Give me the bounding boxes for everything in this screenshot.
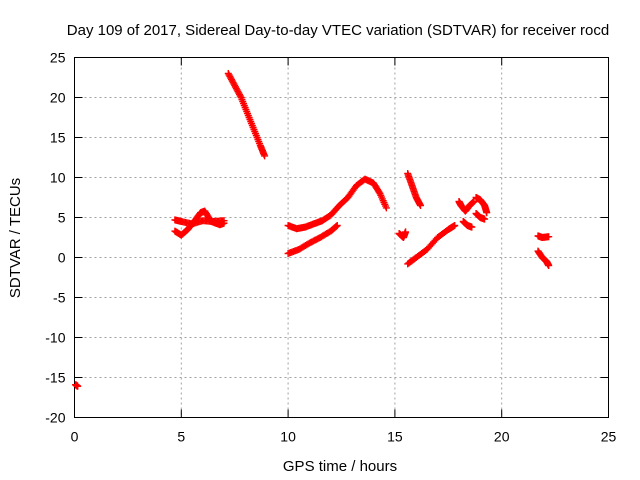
x-tick-label: 10: [280, 429, 296, 445]
data-point: [483, 209, 491, 217]
y-tick-label: -20: [45, 410, 65, 426]
y-tick-label: 10: [50, 170, 66, 186]
data-point: [375, 188, 383, 196]
data-point: [74, 382, 82, 390]
x-tick-label: 5: [177, 429, 185, 445]
data-point: [468, 223, 476, 231]
y-tick-label: -5: [53, 290, 66, 306]
y-tick-label: 25: [50, 50, 66, 66]
x-tick-label: 25: [601, 429, 617, 445]
x-tick-label: 0: [71, 429, 79, 445]
y-tick-label: 5: [58, 210, 66, 226]
data-point: [451, 222, 459, 229]
x-axis-label: GPS time / hours: [283, 458, 397, 475]
plot-frame: [74, 57, 609, 418]
data-point: [481, 215, 489, 223]
x-tick-label: 20: [494, 429, 510, 445]
data-point: [333, 222, 341, 229]
data-point: [382, 204, 390, 212]
chart-title: Day 109 of 2017, Sidereal Day-to-day VTE…: [67, 22, 609, 39]
data-point: [470, 198, 478, 205]
y-axis-label: SDTVAR / TECUs: [7, 178, 24, 298]
data-point: [402, 228, 410, 236]
data-point: [417, 202, 425, 209]
y-tick-label: 20: [50, 90, 66, 106]
data-point: [220, 219, 228, 227]
x-tick-label: 15: [387, 429, 403, 445]
y-tick-label: 15: [50, 130, 66, 146]
data-point: [545, 262, 553, 269]
data-point: [236, 92, 244, 100]
data-points: [72, 70, 553, 390]
y-tick-label: -10: [45, 330, 65, 346]
data-point: [261, 152, 269, 160]
grid: [74, 57, 609, 418]
ticks: 0 5 10 15 20 25 -20 -15 -10 -5 0 5 10 15 20 25: [45, 50, 616, 445]
y-tick-label: 0: [58, 250, 66, 266]
data-point: [545, 233, 553, 241]
y-tick-label: -15: [45, 370, 65, 386]
